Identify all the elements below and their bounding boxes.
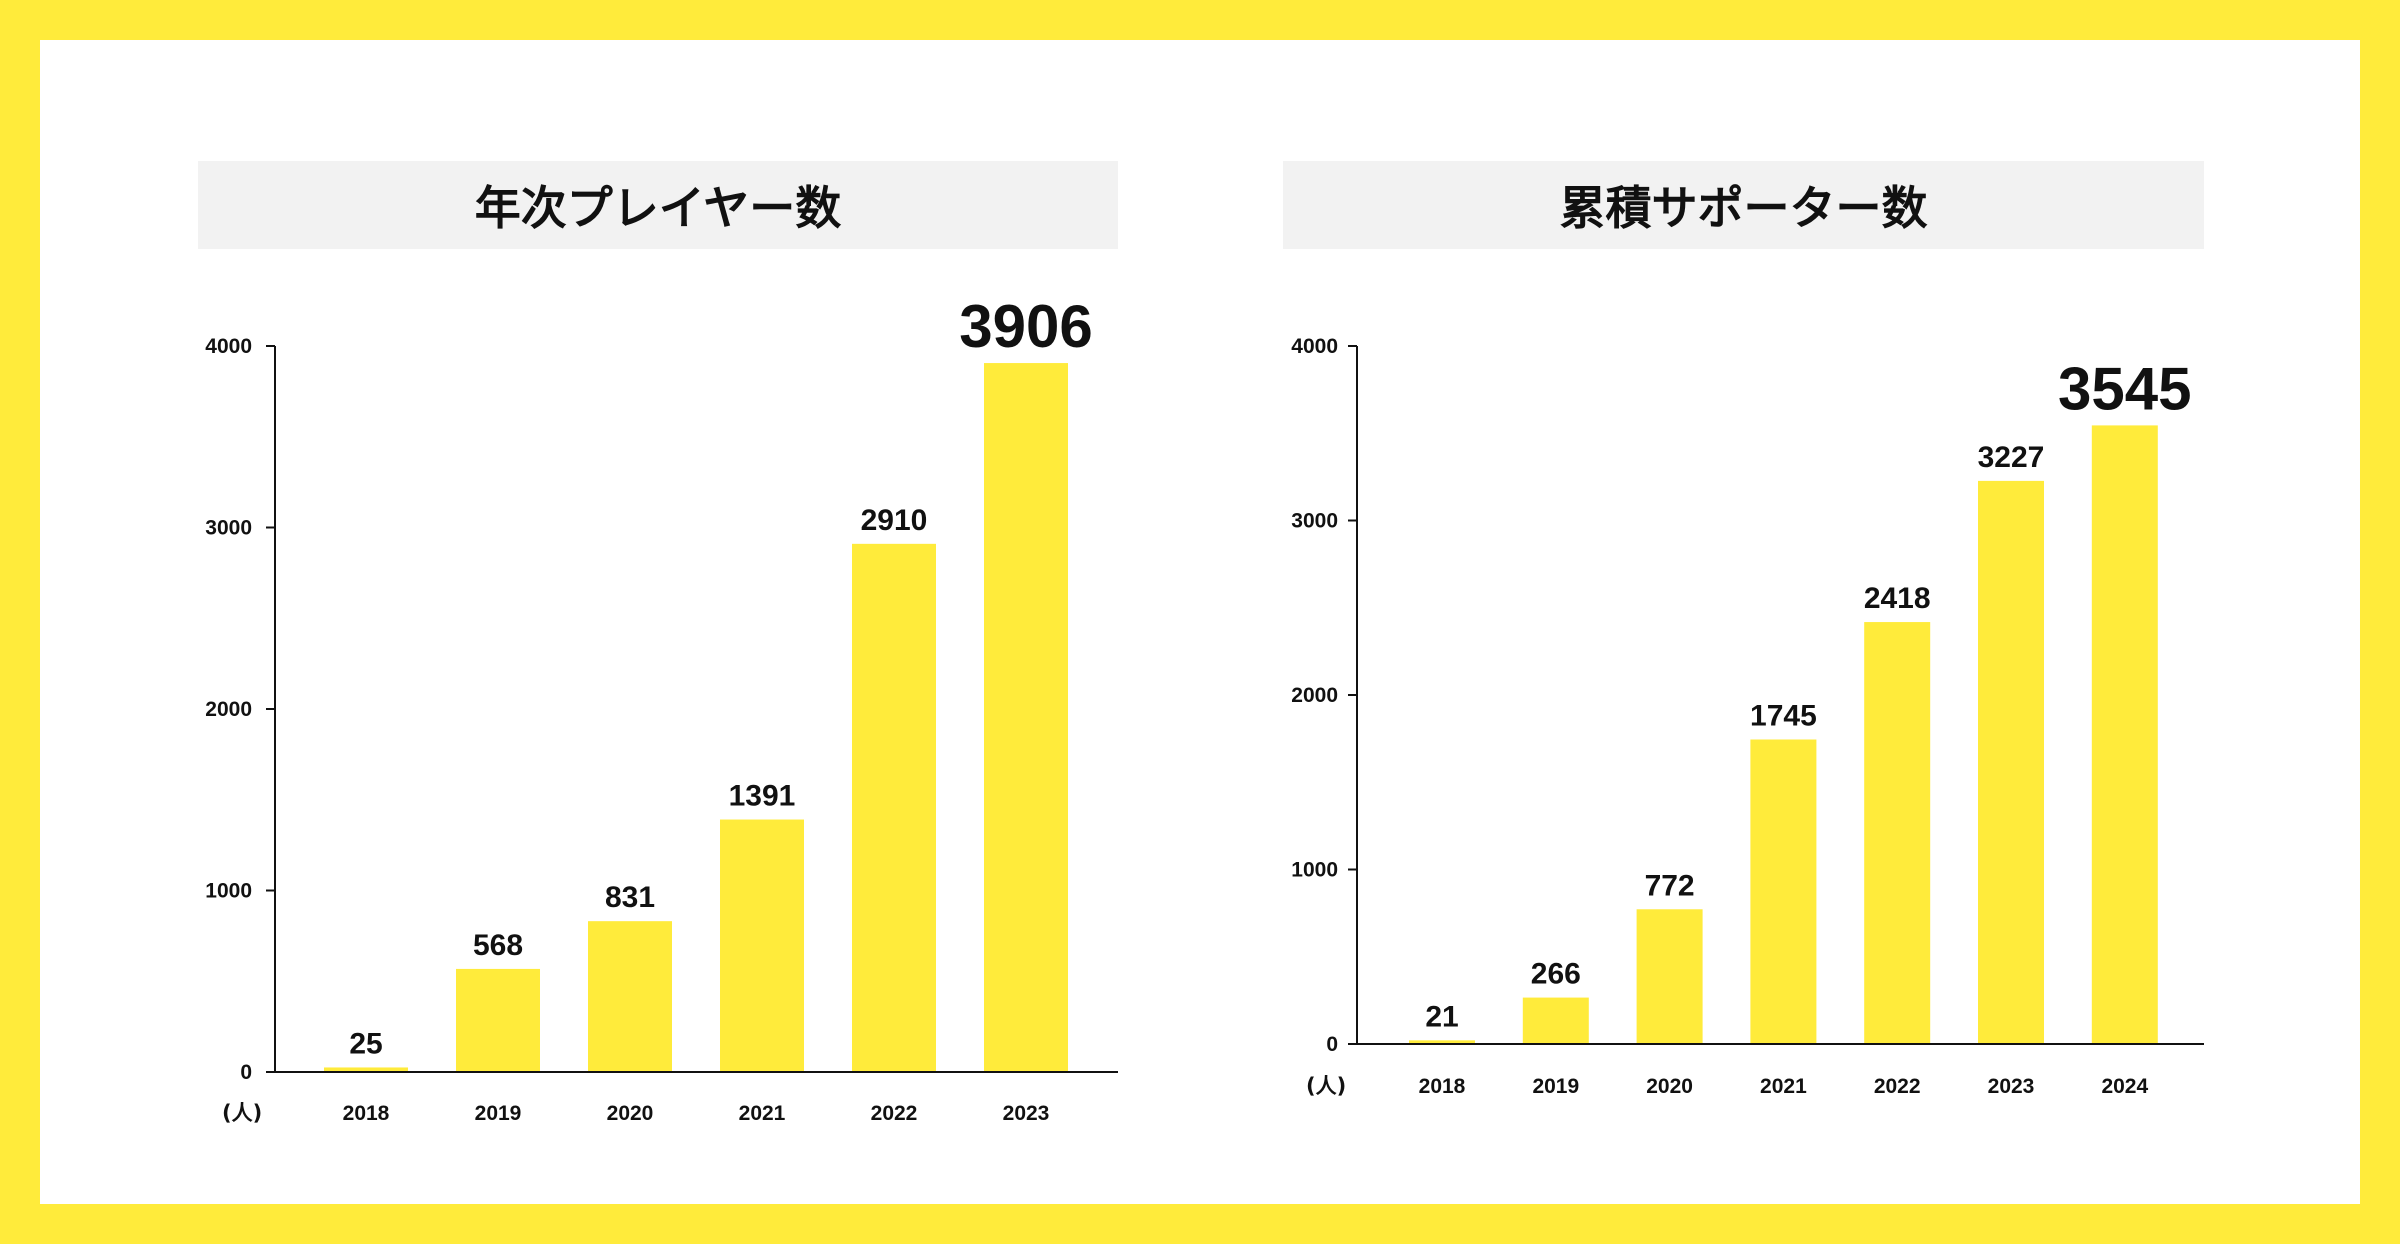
bar-2018 xyxy=(1409,1040,1475,1044)
bar-2018 xyxy=(324,1067,408,1072)
bar-2019 xyxy=(456,968,540,1072)
chart-title-cumulative-supporters: 累積サポーター数 xyxy=(1283,161,2204,249)
y-tick-label: 0 xyxy=(1326,1033,1338,1056)
y-tick-label: 1000 xyxy=(1291,859,1338,882)
value-label: 831 xyxy=(605,881,655,914)
value-label: 2910 xyxy=(861,504,928,537)
bar-2022 xyxy=(852,543,936,1072)
bar-2023 xyxy=(1978,480,2044,1044)
value-label: 772 xyxy=(1645,869,1695,902)
bar-2020 xyxy=(1636,909,1703,1044)
y-tick-label: 3000 xyxy=(205,517,252,540)
bar-2021 xyxy=(720,819,804,1072)
bar-2024 xyxy=(2091,425,2158,1045)
y-tick-label: 4000 xyxy=(205,335,252,358)
bar-2020 xyxy=(588,921,672,1072)
y-tick-label: 2000 xyxy=(1291,684,1338,707)
value-label: 1745 xyxy=(1750,699,1817,732)
x-tick-label: 2020 xyxy=(1646,1075,1693,1098)
x-tick-label: 2024 xyxy=(2101,1075,2148,1098)
bar-2021 xyxy=(1750,739,1817,1044)
x-tick-label: 2022 xyxy=(1874,1075,1921,1098)
y-tick-label: 4000 xyxy=(1291,335,1338,358)
bar-2022 xyxy=(1864,622,1931,1044)
value-label: 2418 xyxy=(1864,582,1931,615)
x-tick-label: 2018 xyxy=(343,1102,390,1125)
x-tick-label: 2023 xyxy=(1003,1102,1050,1125)
unit-label: (人) xyxy=(1306,1074,1346,1098)
chart-title-annual-players: 年次プレイヤー数 xyxy=(198,161,1118,249)
y-tick-label: 2000 xyxy=(205,698,252,721)
value-label: 3227 xyxy=(1978,441,2045,474)
value-label: 21 xyxy=(1425,1000,1458,1033)
x-tick-label: 2019 xyxy=(1532,1075,1579,1098)
value-label: 1391 xyxy=(729,780,796,813)
x-tick-label: 2020 xyxy=(607,1102,654,1125)
bar-2023 xyxy=(984,363,1068,1072)
x-tick-label: 2021 xyxy=(1760,1075,1807,1098)
value-label: 25 xyxy=(349,1027,382,1060)
unit-label: (人) xyxy=(222,1101,262,1125)
x-tick-label: 2023 xyxy=(1988,1075,2035,1098)
bar-2019 xyxy=(1522,997,1589,1044)
value-label: 568 xyxy=(473,929,523,962)
x-tick-label: 2021 xyxy=(739,1102,786,1125)
y-tick-label: 3000 xyxy=(1291,510,1338,533)
x-tick-label: 2019 xyxy=(475,1102,522,1125)
value-label: 266 xyxy=(1531,958,1581,991)
y-tick-label: 1000 xyxy=(205,880,252,903)
value-label-highlight: 3906 xyxy=(959,293,1092,360)
value-label-highlight: 3545 xyxy=(2058,355,2191,422)
x-tick-label: 2018 xyxy=(1419,1075,1466,1098)
x-tick-label: 2022 xyxy=(871,1102,918,1125)
y-tick-label: 0 xyxy=(240,1061,252,1084)
